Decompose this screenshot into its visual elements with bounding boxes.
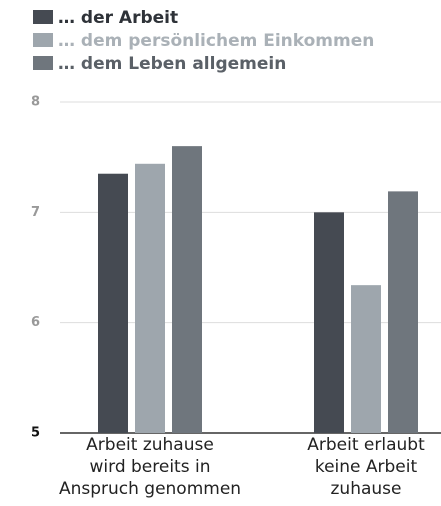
- bar: [388, 191, 418, 433]
- bar: [135, 163, 165, 433]
- y-tick-label: 5: [31, 426, 40, 441]
- bar: [351, 285, 381, 433]
- legend-swatch: [33, 10, 53, 24]
- x-tick-label: Arbeit erlaubt keine Arbeit zuhause: [307, 435, 425, 499]
- bar: [98, 173, 128, 433]
- legend-swatch: [33, 33, 53, 47]
- legend-swatch: [33, 56, 53, 70]
- legend-label: … dem persönlichem Einkommen: [58, 31, 374, 51]
- y-tick-label: 6: [31, 315, 40, 330]
- y-tick-label: 7: [31, 205, 40, 220]
- bar: [172, 146, 202, 433]
- y-tick-label: 8: [31, 95, 40, 110]
- legend-label: … der Arbeit: [58, 8, 178, 28]
- legend-label: … dem Leben allgemein: [58, 54, 286, 74]
- bar: [314, 212, 344, 433]
- x-tick-label: Arbeit zuhause wird bereits in Anspruch …: [58, 435, 242, 499]
